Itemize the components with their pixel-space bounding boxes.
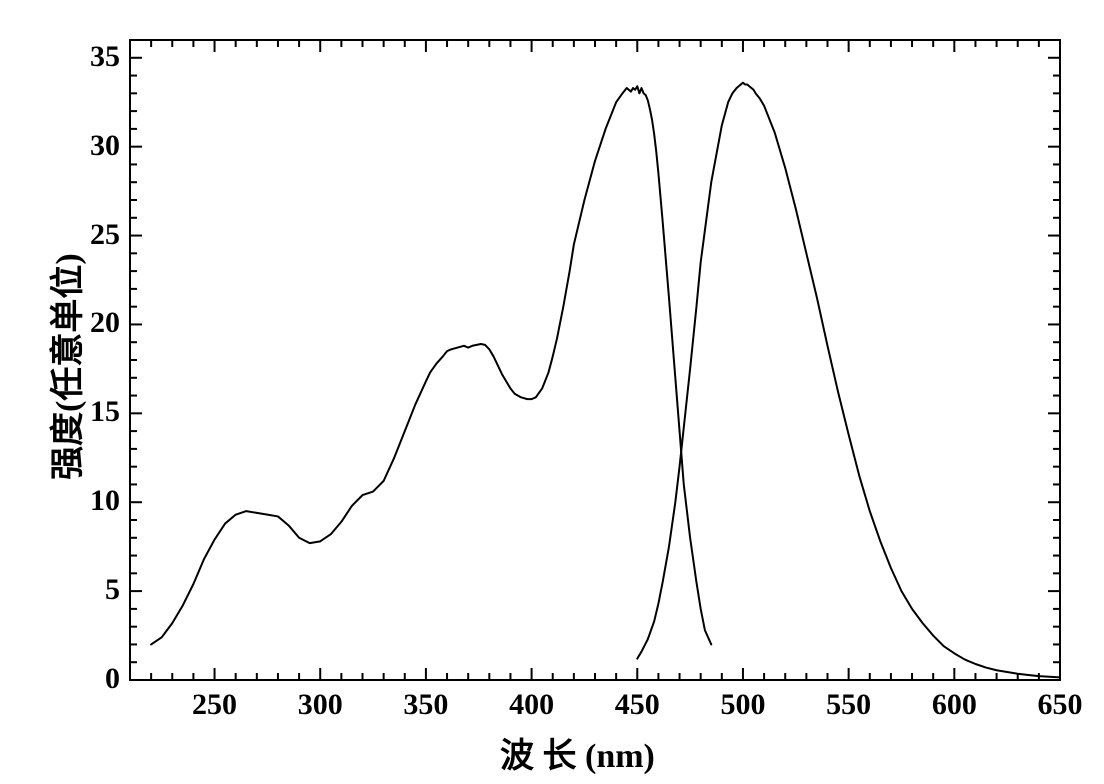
y-tick-label: 10 [70,484,120,518]
x-tick-label: 650 [1034,688,1086,722]
y-tick-label: 0 [70,662,120,696]
y-tick-label: 35 [70,40,120,74]
y-tick-label: 15 [70,395,120,429]
x-tick-label: 400 [506,688,558,722]
y-tick-label: 25 [70,218,120,252]
chart-svg [0,0,1104,784]
x-tick-label: 550 [823,688,875,722]
y-axis-label: 强度(任意单位) [40,253,89,480]
x-tick-label: 500 [717,688,769,722]
x-tick-label: 600 [928,688,980,722]
y-tick-label: 5 [70,573,120,607]
x-axis-label: 波 长 (nm) [500,728,655,777]
spectrum-chart: 强度(任意单位) 波 长 (nm) 2503003504004505005506… [0,0,1104,784]
x-tick-label: 300 [294,688,346,722]
x-tick-label: 350 [400,688,452,722]
y-tick-label: 20 [70,306,120,340]
y-tick-label: 30 [70,129,120,163]
x-tick-label: 450 [611,688,663,722]
x-tick-label: 250 [189,688,241,722]
